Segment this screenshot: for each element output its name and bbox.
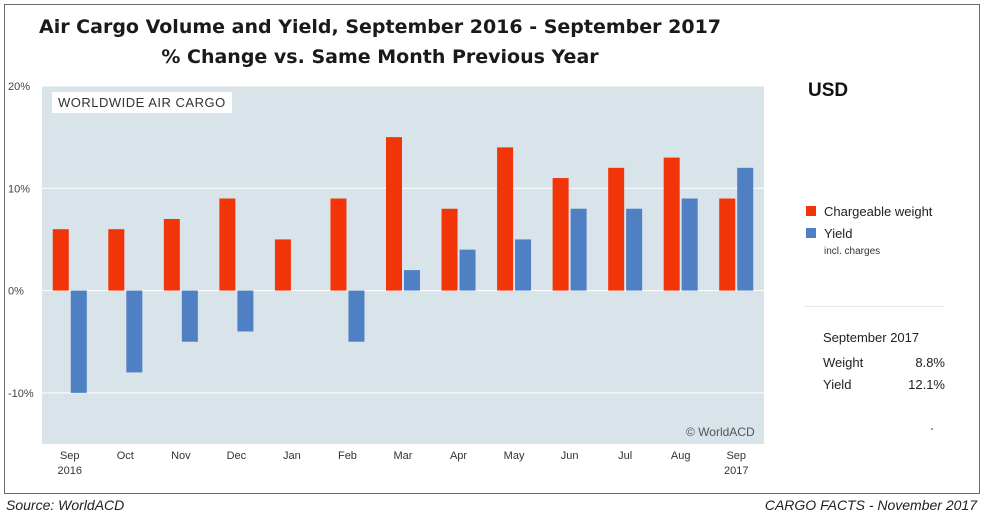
x-tick-label: Nov [171, 450, 191, 462]
source-note: Source: WorldACD [6, 497, 125, 513]
bar-yield [181, 290, 198, 342]
chart-title: Air Cargo Volume and Yield, September 20… [38, 16, 722, 38]
bar-weight [608, 167, 625, 291]
legend-swatch-yield [806, 228, 816, 238]
bar-yield [348, 290, 365, 342]
bar-yield [237, 290, 254, 332]
x-tick-label: Aug [671, 450, 691, 462]
bar-yield [681, 198, 698, 291]
chart-subtitle: % Change vs. Same Month Previous Year [161, 46, 599, 68]
x-tick-label: Dec [227, 450, 247, 462]
bar-weight [663, 157, 680, 291]
bar-weight [552, 178, 569, 291]
decorative-dot [931, 428, 933, 430]
bar-yield [459, 249, 476, 291]
bar-weight [219, 198, 236, 291]
stats-yield-row: Yield 12.1% [823, 373, 945, 395]
x-tick-label: Mar [394, 450, 413, 462]
bar-yield [737, 167, 754, 291]
x-tick-label: Jul [618, 450, 632, 462]
x-tick-label: May [504, 450, 525, 462]
bar-weight [274, 239, 291, 291]
bar-yield [126, 290, 143, 373]
plot-area [42, 86, 764, 444]
bar-yield [515, 239, 532, 291]
bar-weight [497, 147, 514, 291]
x-tick-label: Jan [283, 450, 301, 462]
stats-yield-value: 12.1% [908, 376, 945, 392]
x-tick-label: Feb [338, 450, 357, 462]
stats-yield-label: Yield [823, 376, 852, 392]
stats-heading: September 2017 [823, 330, 920, 345]
x-tick-label: Sep [60, 450, 80, 462]
credit-label: © WorldACD [686, 425, 755, 439]
bar-weight [386, 137, 402, 291]
bar-yield [70, 290, 87, 393]
bar-yield [570, 208, 587, 291]
x-tick-label: Apr [450, 450, 467, 462]
bar-weight [52, 229, 69, 291]
legend-label-weight: Chargeable weight [824, 203, 933, 219]
currency-label: USD [808, 80, 849, 101]
bar-weight [108, 229, 125, 291]
x-tick-label: Oct [117, 450, 134, 462]
x-tick-sublabel: 2017 [724, 465, 748, 477]
bar-weight [163, 218, 180, 291]
y-tick-label: 20% [8, 81, 30, 93]
legend-swatch-weight [806, 206, 816, 216]
legend-item-yield: Yield [806, 222, 932, 244]
stats-weight-label: Weight [823, 354, 864, 370]
bar-yield [626, 208, 643, 291]
bar-weight [441, 208, 458, 291]
bar-weight [719, 198, 736, 291]
legend-label-yield: Yield [824, 225, 853, 241]
x-tick-label: Jun [561, 450, 579, 462]
publication-note: CARGO FACTS - November 2017 [764, 497, 977, 513]
x-tick-label: Sep [726, 450, 746, 462]
stats-weight-row: Weight 8.8% [823, 351, 945, 373]
y-tick-label: -10% [8, 388, 34, 400]
legend: Chargeable weight Yield incl. charges [806, 200, 932, 257]
bar-weight [330, 198, 347, 291]
y-tick-label: 0% [8, 286, 24, 298]
stats-weight-value: 8.8% [915, 354, 945, 370]
region-label: WORLDWIDE AIR CARGO [52, 92, 232, 113]
legend-note: incl. charges [824, 246, 881, 257]
y-tick-label: 10% [8, 183, 30, 195]
legend-item-weight: Chargeable weight [806, 200, 932, 222]
divider [804, 306, 944, 307]
stats-panel: September 2017 Weight 8.8% Yield 12.1% [823, 330, 945, 395]
x-tick-sublabel: 2016 [58, 465, 82, 477]
bar-yield [404, 270, 420, 291]
